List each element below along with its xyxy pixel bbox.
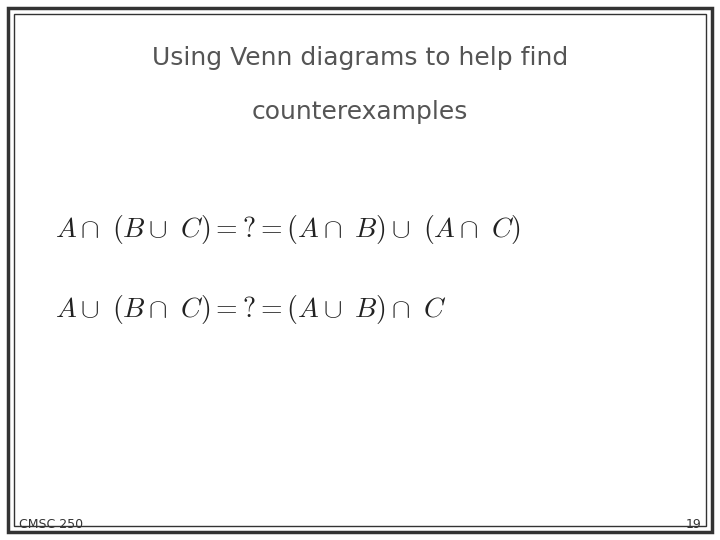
- Text: Using Venn diagrams to help find: Using Venn diagrams to help find: [152, 46, 568, 70]
- Text: CMSC 250: CMSC 250: [19, 517, 83, 530]
- Text: $A\cup\ (B\cap\ C) = ? = (A\cup\ B)\cap\ C$: $A\cup\ (B\cap\ C) = ? = (A\cup\ B)\cap\…: [55, 294, 446, 327]
- Text: counterexamples: counterexamples: [252, 100, 468, 124]
- Text: 19: 19: [685, 517, 701, 530]
- Text: $A\cap\ (B\cup\ C) = ? = (A\cap\ B)\cup\ (A\cap\ C)$: $A\cap\ (B\cup\ C) = ? = (A\cap\ B)\cup\…: [55, 213, 521, 246]
